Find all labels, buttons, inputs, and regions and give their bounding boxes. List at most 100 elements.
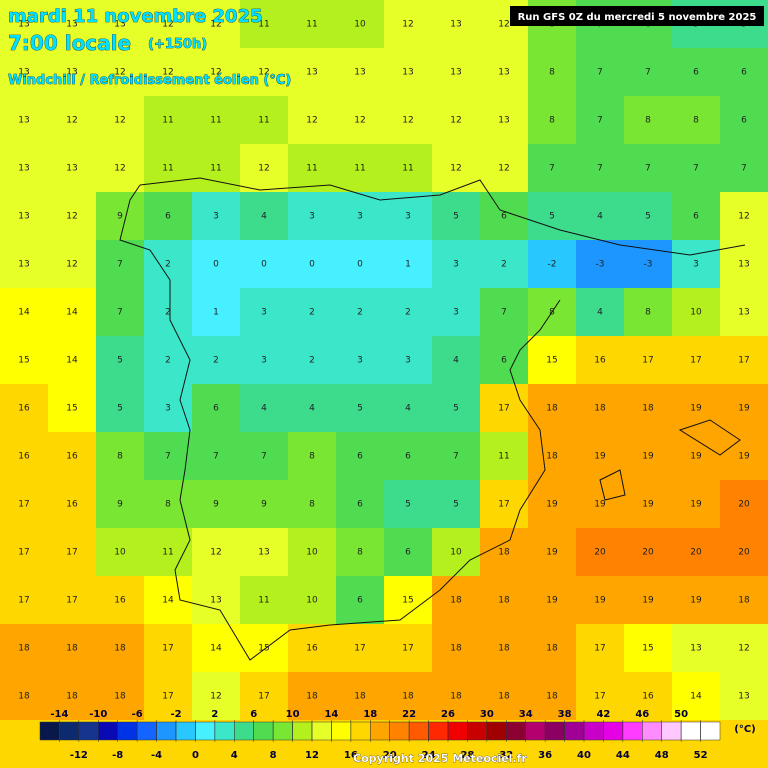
cell bbox=[48, 336, 96, 384]
cell bbox=[720, 384, 768, 432]
colorbar: (°C) -14-12-10-8-6-4-2024681012141618202… bbox=[39, 709, 756, 761]
cell bbox=[240, 576, 288, 624]
value: 13 bbox=[18, 68, 29, 78]
cell bbox=[0, 480, 48, 528]
cell bbox=[384, 192, 432, 240]
colorbar-label: 16 bbox=[344, 750, 358, 761]
cell bbox=[192, 624, 240, 672]
value: 4 bbox=[453, 356, 459, 366]
value: 17 bbox=[498, 404, 509, 414]
value: 11 bbox=[402, 164, 413, 174]
cell bbox=[384, 336, 432, 384]
cell bbox=[0, 528, 48, 576]
colorbar-label: 44 bbox=[616, 750, 630, 761]
colorbar-label: 2 bbox=[211, 709, 218, 720]
value: 16 bbox=[306, 644, 318, 654]
value: 17 bbox=[162, 644, 173, 654]
colorbar-swatch bbox=[98, 721, 118, 741]
cell bbox=[624, 624, 672, 672]
subtitle: Windchill / Refroidissement éolien (°C) bbox=[8, 73, 291, 88]
colorbar-swatch bbox=[175, 721, 196, 741]
value: 20 bbox=[738, 500, 750, 510]
cell bbox=[240, 144, 288, 192]
cell bbox=[432, 0, 480, 48]
cell bbox=[96, 96, 144, 144]
value: 19 bbox=[642, 500, 654, 510]
value: 13 bbox=[18, 164, 29, 174]
value: 10 bbox=[354, 20, 366, 30]
cell bbox=[240, 384, 288, 432]
colorbar-label: 4 bbox=[231, 750, 238, 761]
cell bbox=[336, 48, 384, 96]
cell bbox=[336, 480, 384, 528]
cell bbox=[720, 432, 768, 480]
cell bbox=[432, 288, 480, 336]
cell bbox=[144, 96, 192, 144]
value: 3 bbox=[453, 260, 459, 270]
value: 12 bbox=[402, 116, 413, 126]
cell bbox=[288, 96, 336, 144]
cell bbox=[336, 0, 384, 48]
cell bbox=[624, 288, 672, 336]
colorbar-swatch bbox=[622, 721, 643, 741]
value: 4 bbox=[261, 212, 267, 222]
cell bbox=[48, 0, 96, 48]
cell bbox=[288, 576, 336, 624]
value: 11 bbox=[258, 116, 269, 126]
value: 14 bbox=[210, 644, 222, 654]
colorbar-label: 8 bbox=[270, 750, 277, 761]
value: 20 bbox=[738, 548, 750, 558]
cell bbox=[48, 528, 96, 576]
cell bbox=[336, 288, 384, 336]
cell bbox=[192, 336, 240, 384]
cell bbox=[288, 432, 336, 480]
cell bbox=[144, 0, 192, 48]
value: 17 bbox=[642, 356, 653, 366]
value: 4 bbox=[309, 404, 315, 414]
cell bbox=[384, 144, 432, 192]
value: 7 bbox=[453, 452, 459, 462]
cell bbox=[240, 48, 288, 96]
value: 6 bbox=[741, 68, 747, 78]
cell bbox=[144, 576, 192, 624]
cell bbox=[672, 192, 720, 240]
cell bbox=[0, 624, 48, 672]
cell bbox=[480, 528, 528, 576]
value: 3 bbox=[309, 212, 315, 222]
cell bbox=[336, 384, 384, 432]
cell bbox=[480, 624, 528, 672]
value: 7 bbox=[693, 164, 699, 174]
value: 18 bbox=[306, 692, 318, 702]
colorbar-label: 30 bbox=[480, 709, 494, 720]
cell bbox=[0, 0, 48, 48]
colorbar-unit: (°C) bbox=[734, 724, 755, 735]
value: 2 bbox=[165, 260, 171, 270]
colorbar-label: -8 bbox=[112, 750, 123, 761]
colorbar-swatch bbox=[370, 721, 390, 741]
cell bbox=[384, 48, 432, 96]
value: 7 bbox=[597, 164, 603, 174]
value: 8 bbox=[309, 500, 315, 510]
value: 19 bbox=[690, 500, 702, 510]
value: 13 bbox=[18, 260, 29, 270]
colorbar-label: 18 bbox=[363, 709, 377, 720]
cell bbox=[528, 96, 576, 144]
value: 7 bbox=[117, 260, 123, 270]
value: 14 bbox=[18, 308, 30, 318]
cell bbox=[624, 576, 672, 624]
cell bbox=[48, 240, 96, 288]
cell bbox=[0, 576, 48, 624]
cell bbox=[384, 480, 432, 528]
value: 5 bbox=[549, 212, 555, 222]
value: 12 bbox=[210, 20, 221, 30]
colorbar-swatch bbox=[292, 721, 313, 741]
cell bbox=[624, 528, 672, 576]
cell bbox=[384, 672, 432, 720]
colorbar-label: -10 bbox=[89, 709, 107, 720]
cell bbox=[144, 48, 192, 96]
value: 11 bbox=[162, 548, 173, 558]
value: 13 bbox=[738, 260, 749, 270]
cell bbox=[336, 96, 384, 144]
colorbar-label: 36 bbox=[538, 750, 552, 761]
cell bbox=[288, 672, 336, 720]
